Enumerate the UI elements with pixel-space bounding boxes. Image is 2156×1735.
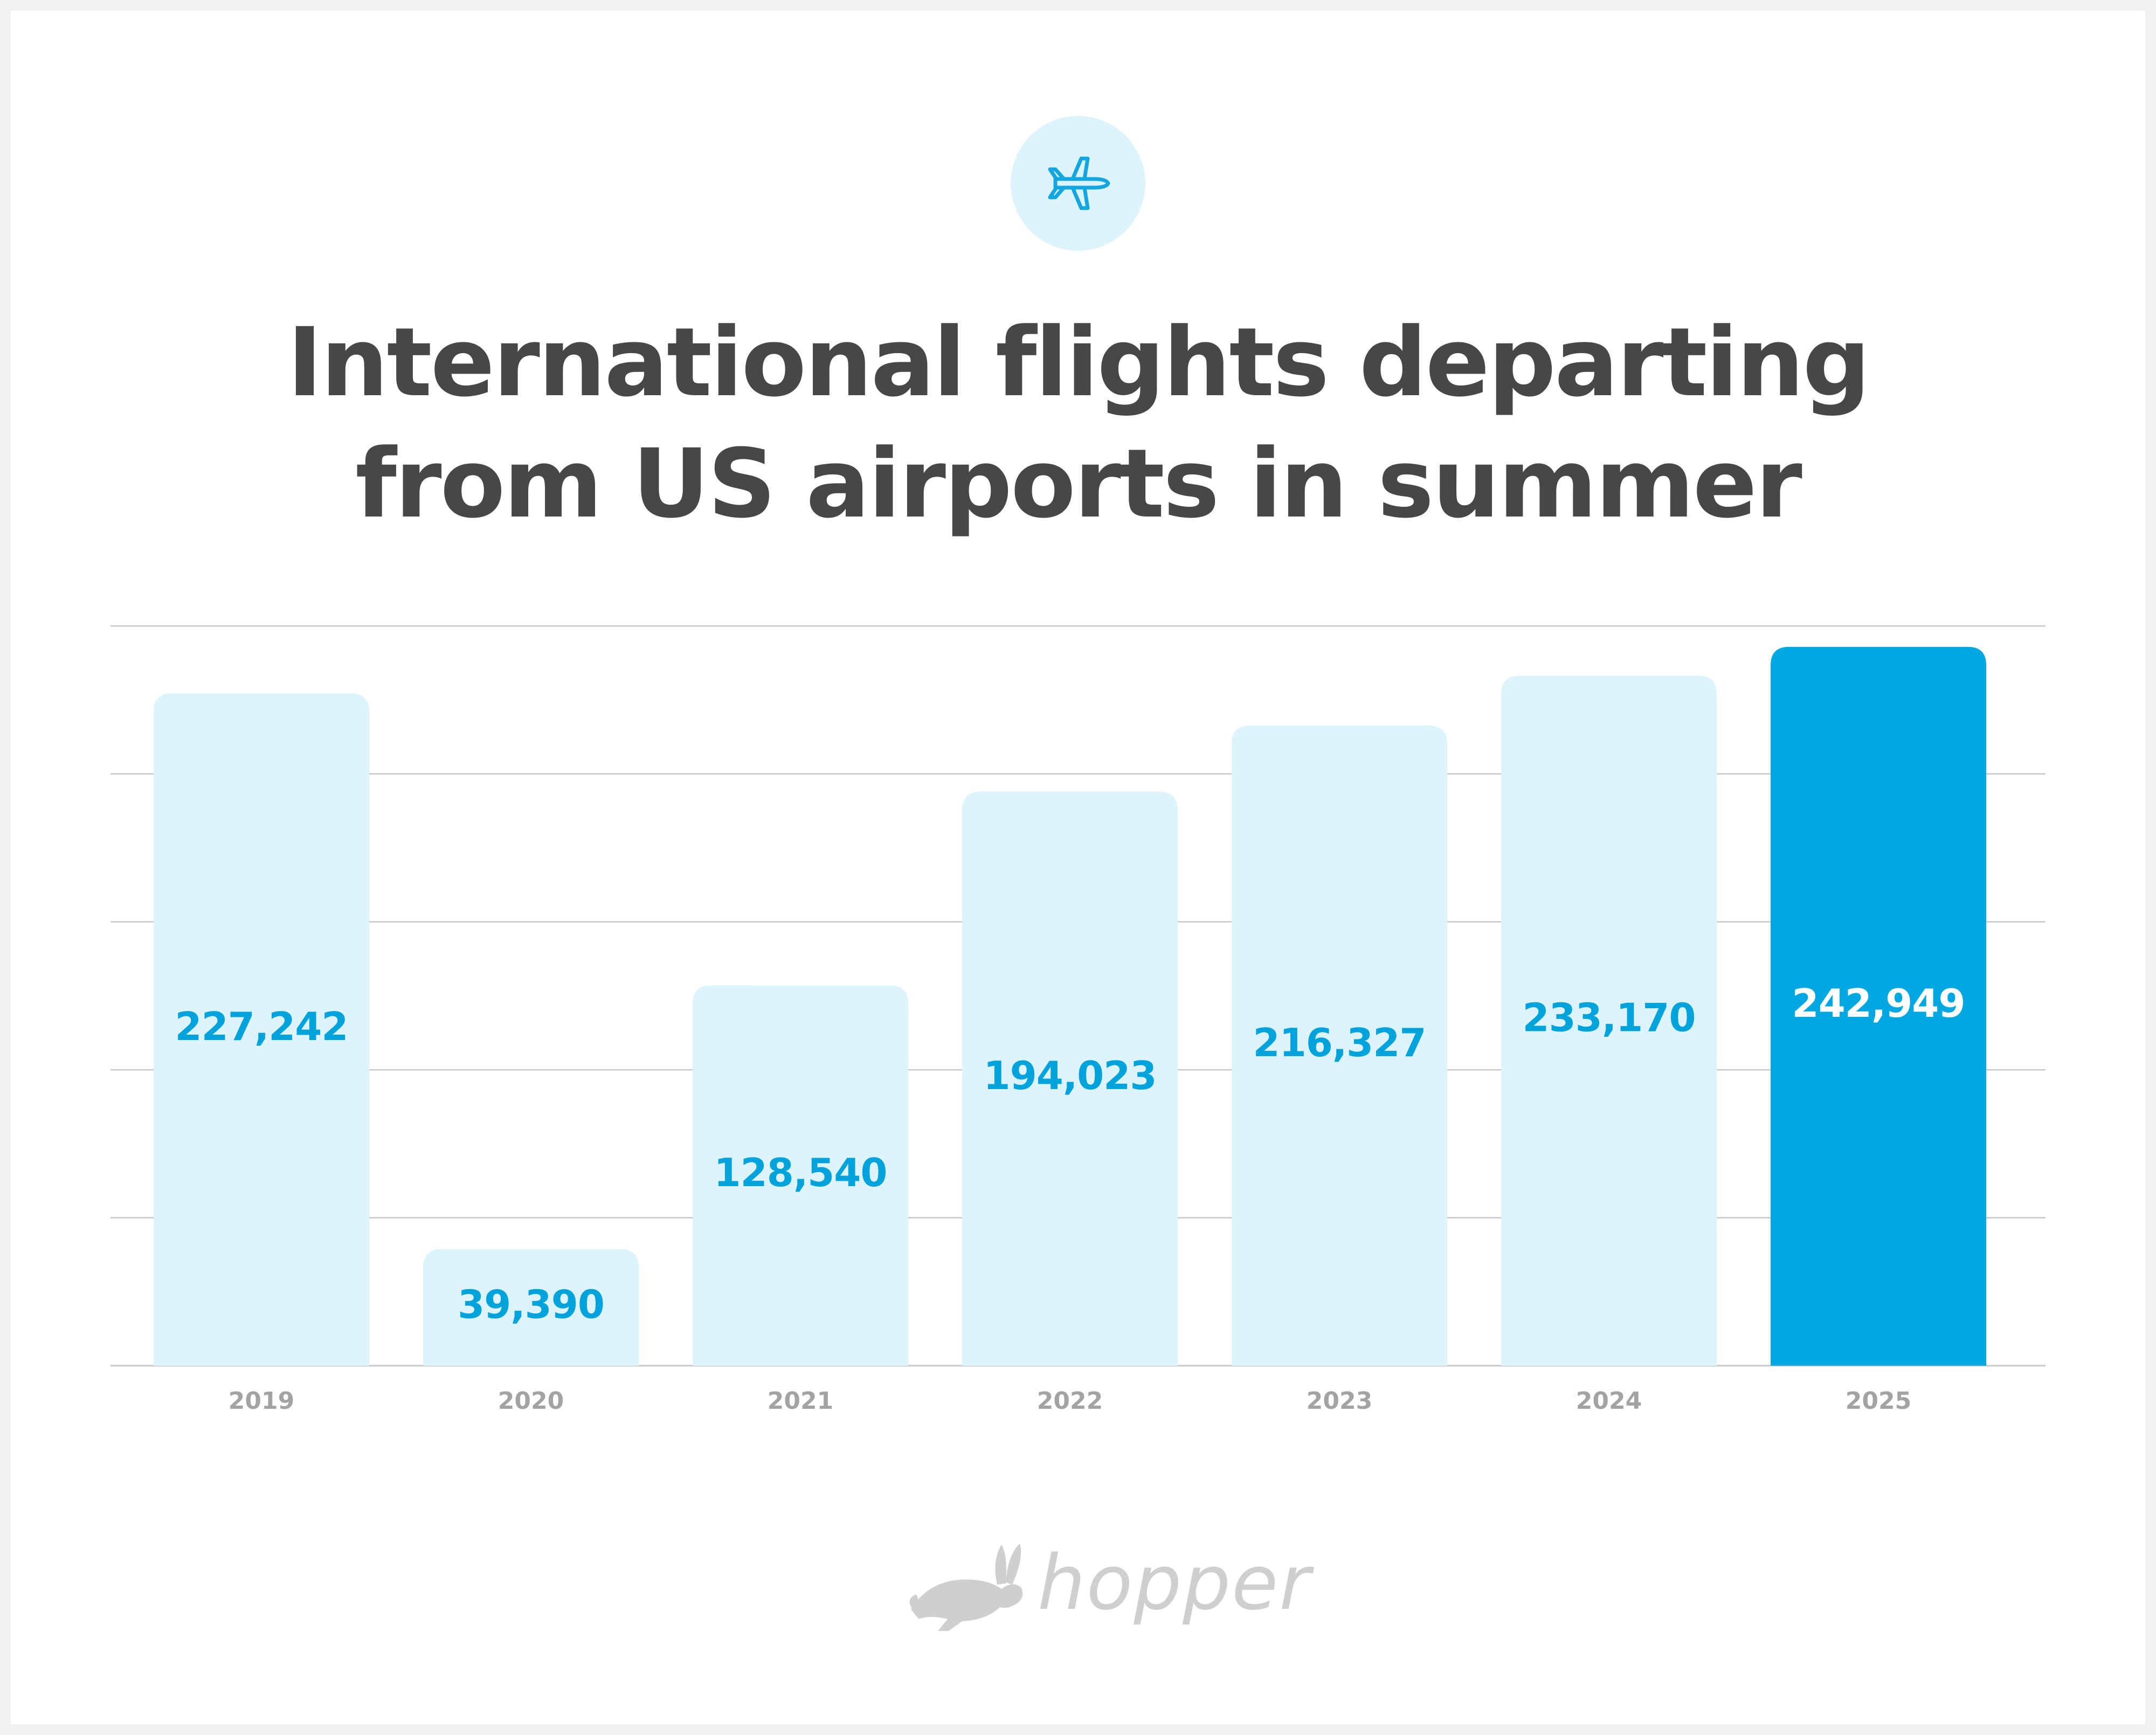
hopper-logo: hopper [906,1529,1310,1636]
category-label-2025: 2025 [1846,1387,1911,1415]
bar-2020 [423,1249,639,1366]
value-label-2020: 39,390 [458,1282,604,1327]
value-labels: 227,242 39,390 128,540 194,023 216,327 233,17… [175,981,1966,1327]
category-labels: 2019 2020 2021 2022 2023 2024 2025 [229,1387,1911,1415]
bars [154,646,1986,1366]
category-label-2022: 2022 [1037,1387,1103,1415]
brand-name: hopper [1038,1539,1311,1627]
bar-2025 [1771,646,1986,1366]
category-label-2021: 2021 [768,1387,833,1415]
category-label-2020: 2020 [498,1387,564,1415]
bar-2024 [1501,676,1717,1366]
value-label-2025: 242,949 [1792,981,1965,1026]
category-label-2019: 2019 [229,1387,294,1415]
category-label-2024: 2024 [1576,1387,1642,1415]
bar-2023 [1232,725,1447,1366]
value-label-2024: 233,170 [1523,995,1696,1041]
value-label-2023: 216,327 [1253,1020,1426,1065]
bar-2022 [962,791,1178,1366]
bar-2019 [154,693,369,1366]
chart-title-line-2: from US airports in summer [355,429,1802,539]
airplane-icon [1048,156,1110,210]
value-label-2021: 128,540 [714,1150,887,1195]
rabbit-icon [909,1544,1023,1631]
chart-title-line-1: International flights departing [287,307,1871,418]
bar-2021 [693,985,908,1366]
chart-title: International flights departing from US … [0,302,2156,545]
value-label-2022: 194,023 [984,1053,1157,1098]
value-label-2019: 227,242 [175,1004,348,1049]
airplane-icon-badge [1011,116,1145,251]
category-label-2023: 2023 [1307,1387,1372,1415]
